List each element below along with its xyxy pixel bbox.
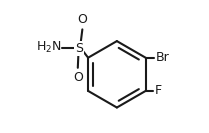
Text: O: O bbox=[73, 71, 83, 84]
Text: H$_2$N: H$_2$N bbox=[36, 40, 61, 55]
Text: O: O bbox=[77, 13, 87, 26]
Text: Br: Br bbox=[156, 51, 170, 64]
Text: S: S bbox=[75, 42, 83, 55]
Text: F: F bbox=[154, 84, 162, 97]
